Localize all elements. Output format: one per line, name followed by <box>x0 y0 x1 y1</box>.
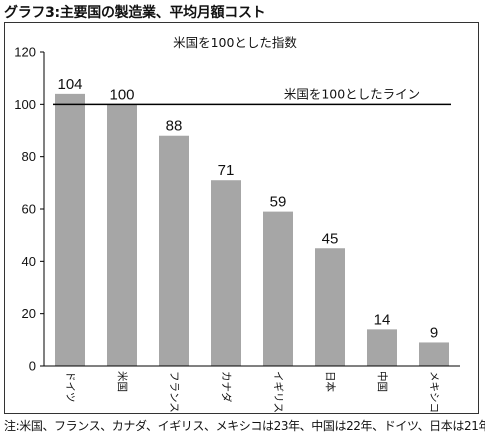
category-label: 米国 <box>116 371 129 392</box>
category-label: カナダ <box>220 371 233 403</box>
value-labels: 104 100 88 71 59 45 14 9 <box>57 76 438 342</box>
value-label: 71 <box>218 162 235 179</box>
chart-frame <box>4 22 479 414</box>
figure-title: グラフ3:主要国の製造業、平均月額コスト <box>4 5 266 21</box>
bars <box>55 93 449 366</box>
chart-subtitle: 米国を100とした指数 <box>173 35 297 50</box>
y-tick-label: 20 <box>22 306 36 321</box>
bar-3 <box>159 135 189 366</box>
y-tick-label: 80 <box>22 149 36 164</box>
value-label: 104 <box>57 76 82 93</box>
value-label: 9 <box>430 324 438 341</box>
bar-5 <box>263 211 293 366</box>
category-label: ドイツ <box>64 371 76 403</box>
x-axis-category-labels: ドイツ 米国 フランス カナダ イギリス 日本 中国 メキシコ <box>64 371 440 413</box>
value-label: 45 <box>322 230 339 247</box>
footnote: 注:米国、フランス、カナダ、イギリス、メキシコは23年、中国は22年、ドイツ、日… <box>4 419 485 433</box>
value-label: 59 <box>270 194 287 211</box>
y-tick-label: 60 <box>22 202 36 217</box>
bar-8 <box>419 342 449 366</box>
y-tick-label: 0 <box>29 359 36 374</box>
category-label: 中国 <box>376 371 389 392</box>
y-tick-label: 120 <box>14 45 36 60</box>
bar-4 <box>211 180 241 366</box>
category-label: フランス <box>168 371 180 413</box>
category-label: 日本 <box>324 371 337 392</box>
value-label: 14 <box>374 311 391 328</box>
bar-7 <box>367 329 397 366</box>
bar-2 <box>107 104 137 366</box>
y-tick-label: 40 <box>22 254 36 269</box>
bar-6 <box>315 248 345 366</box>
category-label: メキシコ <box>428 371 440 413</box>
y-axis-tick-labels: 0 20 40 60 80 100 120 <box>14 45 44 374</box>
reference-line-label: 米国を100としたライン <box>284 86 420 101</box>
category-label: イギリス <box>272 371 284 413</box>
y-tick-label: 100 <box>14 97 36 112</box>
value-label: 88 <box>166 118 183 135</box>
value-label: 100 <box>109 86 134 103</box>
bar-1 <box>55 93 85 366</box>
